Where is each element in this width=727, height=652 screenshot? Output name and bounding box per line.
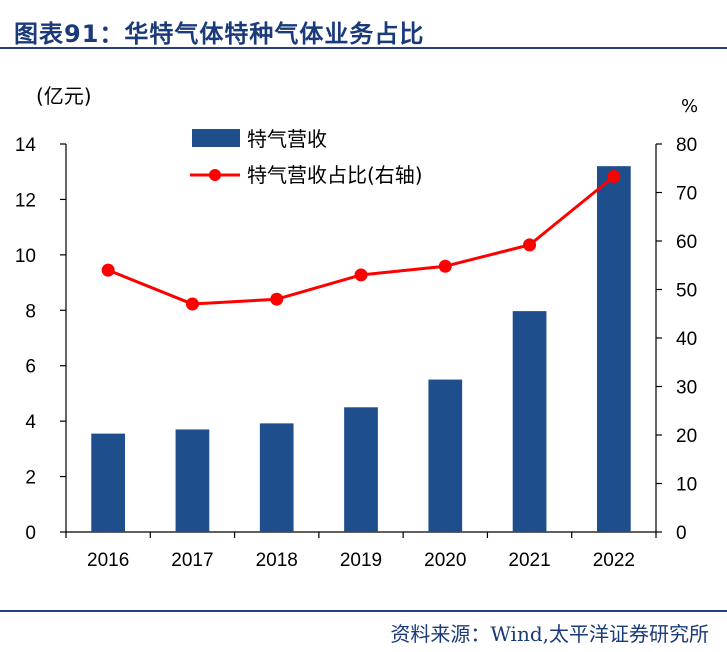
source-note: 资料来源：Wind,太平洋证券研究所 xyxy=(390,622,709,646)
share-point xyxy=(185,297,199,311)
share-point xyxy=(354,268,368,282)
bar xyxy=(175,429,210,532)
left-tick-label: 2 xyxy=(25,468,36,489)
legend-line-marker xyxy=(209,169,221,181)
x-axis: 2016 2017 2018 2019 2020 2021 2022 xyxy=(65,531,657,571)
right-tick-label: 0 xyxy=(676,523,687,544)
x-tick-label: 2017 xyxy=(171,550,213,571)
x-tick-label: 2021 xyxy=(508,550,550,571)
bar xyxy=(91,433,125,532)
left-tick-label: 0 xyxy=(25,523,36,544)
share-point xyxy=(607,169,621,183)
x-tick-label: 2020 xyxy=(424,550,466,571)
bar xyxy=(428,379,463,532)
right-tick-label: 20 xyxy=(676,426,697,447)
title-rule xyxy=(0,47,727,49)
left-tick-label: 4 xyxy=(25,412,36,433)
left-tick-label: 14 xyxy=(15,135,37,156)
share-point xyxy=(438,259,452,273)
bar-series xyxy=(91,166,631,532)
share-point xyxy=(523,238,537,252)
right-tick-label: 50 xyxy=(676,281,697,302)
left-axis-unit: (亿元) xyxy=(36,84,92,108)
share-point xyxy=(101,263,115,277)
right-tick-label: 10 xyxy=(676,475,697,496)
legend-bar-swatch xyxy=(192,129,240,147)
bar xyxy=(344,407,378,532)
figure-title: 图表91：华特气体特种气体业务占比 xyxy=(14,20,425,48)
right-tick-label: 30 xyxy=(676,378,697,399)
legend-line-label: 特气营收占比(右轴) xyxy=(247,163,423,187)
legend-bar-label: 特气营收 xyxy=(247,127,327,151)
x-tick-label: 2019 xyxy=(340,550,382,571)
bar xyxy=(512,311,547,532)
x-tick-label: 2016 xyxy=(87,550,129,571)
left-tick-label: 12 xyxy=(15,190,36,211)
right-tick-label: 70 xyxy=(676,184,697,205)
line-series xyxy=(101,169,621,311)
right-tick-label: 60 xyxy=(676,232,697,253)
x-tick-label: 2018 xyxy=(256,550,298,571)
legend: 特气营收 特气营收占比(右轴) xyxy=(190,127,423,187)
right-axis-unit: % xyxy=(681,96,699,117)
x-tick-label: 2022 xyxy=(593,550,635,571)
share-line xyxy=(107,175,615,306)
right-tick-label: 40 xyxy=(676,329,697,350)
left-tick-label: 6 xyxy=(25,357,36,378)
share-point xyxy=(270,292,284,306)
bar xyxy=(597,166,631,532)
left-axis: 0 2 4 6 8 10 12 14 xyxy=(15,135,67,544)
bar xyxy=(259,423,294,532)
right-axis: 0 10 20 30 40 50 60 70 80 xyxy=(655,135,697,544)
left-tick-label: 10 xyxy=(15,246,36,267)
footer-rule xyxy=(0,610,727,612)
right-tick-label: 80 xyxy=(676,135,697,156)
left-tick-label: 8 xyxy=(25,301,36,322)
